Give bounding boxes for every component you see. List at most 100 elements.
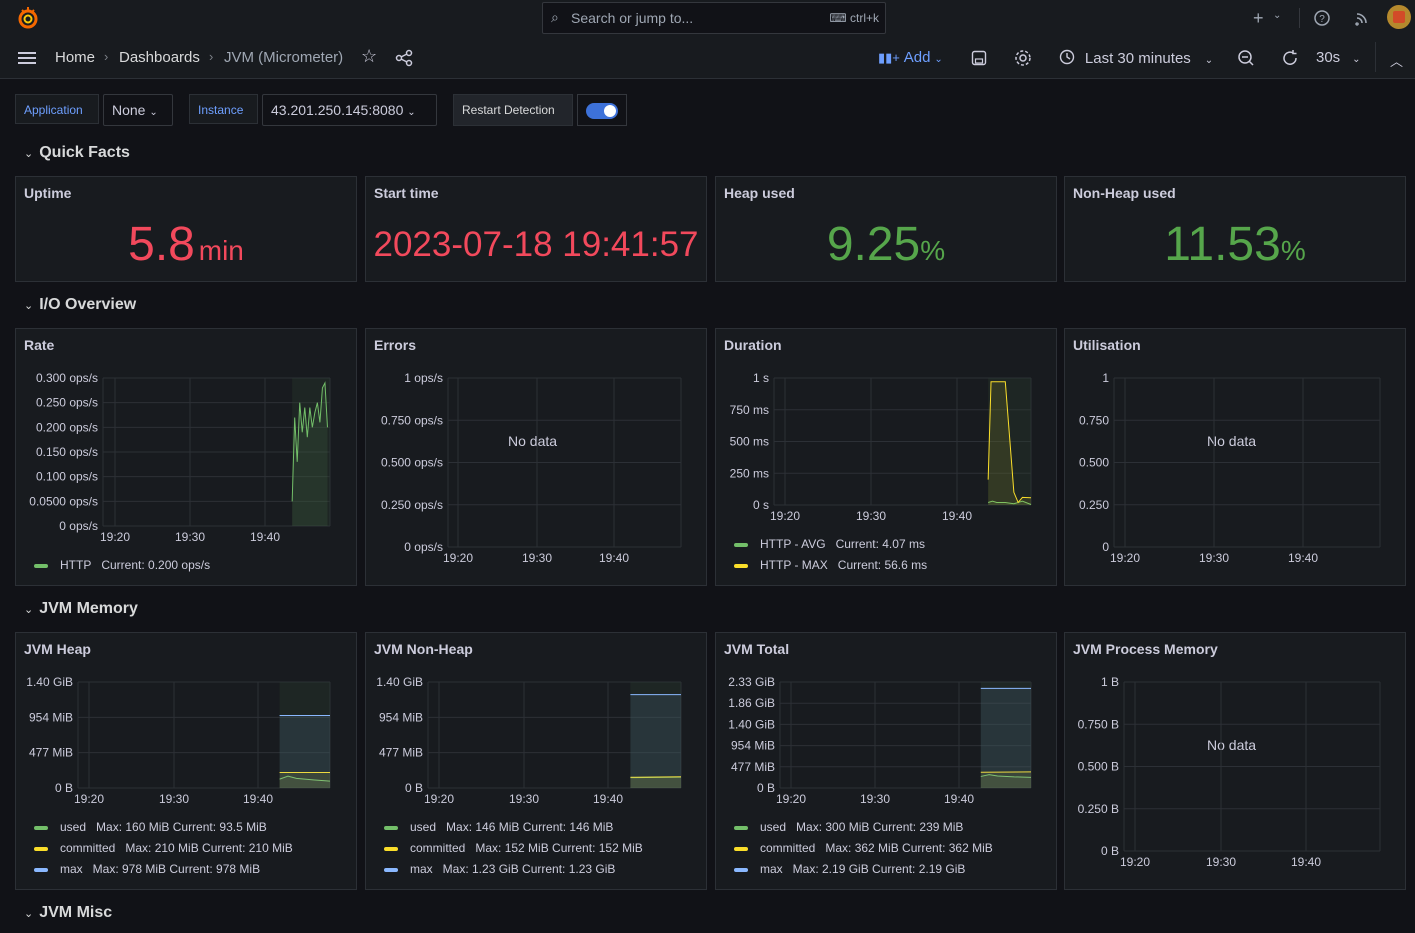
time-range-picker[interactable]: Last 30 minutes ⌄ (1059, 49, 1213, 67)
legend-values: Current: 4.07 ms (835, 537, 925, 551)
stat-value: 9.25% (716, 217, 1056, 272)
row-title-label: JVM Memory (39, 600, 138, 617)
share-icon[interactable] (395, 49, 413, 67)
panel-title: Heap used (724, 185, 795, 201)
star-icon[interactable]: ☆ (361, 46, 378, 66)
legend-swatch (384, 867, 398, 872)
legend-swatch (384, 846, 398, 851)
add-panel-icon: ▮▮+ (878, 50, 900, 65)
legend-swatch (34, 846, 48, 851)
panel-jvm-heap[interactable]: JVM Heap (15, 632, 357, 890)
row-quick-facts[interactable]: ⌄ Quick Facts (24, 144, 130, 162)
instance-select[interactable]: 43.201.250.145:8080 ⌄ (262, 94, 437, 126)
legend-item[interactable]: committed Max: 362 MiB Current: 362 MiB (734, 841, 993, 855)
collapse-chevron-up-icon[interactable]: ︿ (1390, 54, 1404, 69)
restart-detection-toggle[interactable] (586, 103, 618, 119)
panel-title: Utilisation (1073, 337, 1141, 353)
panel-title: JVM Heap (24, 641, 91, 657)
divider (1375, 42, 1376, 72)
chevron-down-icon: ⌄ (24, 604, 34, 616)
legend-item[interactable]: HTTP - MAX Current: 56.6 ms (734, 558, 927, 572)
legend-series-name: max (760, 862, 783, 876)
panel-heap-used[interactable]: Heap used 9.25% (715, 176, 1057, 282)
legend-series-name: used (760, 820, 787, 834)
legend-item[interactable]: max Max: 978 MiB Current: 978 MiB (34, 862, 260, 876)
instance-value: 43.201.250.145:8080 (271, 102, 404, 118)
legend-values: Max: 1.23 GiB Current: 1.23 GiB (442, 862, 616, 876)
panel-jvm-nonheap[interactable]: JVM Non-Heap (365, 632, 707, 890)
chevron-down-icon: ⌄ (1352, 54, 1361, 65)
legend-series-name: committed (760, 841, 816, 855)
chevron-down-icon: ⌄ (24, 908, 34, 920)
row-title-label: JVM Misc (39, 904, 113, 921)
panel-utilisation[interactable]: Utilisation (1064, 328, 1406, 586)
help-icon[interactable]: ? (1313, 9, 1331, 27)
legend-values: Current: 0.200 ops/s (101, 558, 211, 572)
legend-series-name: committed (410, 841, 466, 855)
breadcrumb-dashboards[interactable]: Dashboards (119, 49, 200, 66)
legend-series-name: HTTP (60, 558, 92, 572)
panel-title: Uptime (24, 185, 72, 201)
avatar[interactable] (1387, 5, 1411, 29)
legend-item[interactable]: committed Max: 210 MiB Current: 210 MiB (34, 841, 293, 855)
chevron-down-icon: ⌄ (934, 54, 943, 65)
row-io-overview[interactable]: ⌄ I/O Overview (24, 296, 136, 314)
legend-swatch (734, 846, 748, 851)
news-rss-icon[interactable] (1353, 9, 1371, 27)
restart-detection-toggle-container (577, 94, 627, 126)
top-bar: ⌕ Search or jump to... ⌨ ctrl+k + ⌄ ? (0, 0, 1415, 36)
svg-text:?: ? (1319, 14, 1325, 25)
no-data-label: No data (1207, 737, 1257, 753)
panel-jvm-process[interactable]: JVM Process Memory (1064, 632, 1406, 890)
chevron-down-icon: ⌄ (149, 107, 158, 118)
row-title-label: Quick Facts (39, 144, 130, 161)
legend-item[interactable]: max Max: 2.19 GiB Current: 2.19 GiB (734, 862, 965, 876)
panel-start-time[interactable]: Start time 2023-07-18 19:41:57 (365, 176, 707, 282)
stat-unit: % (1280, 235, 1306, 266)
grafana-logo-icon[interactable] (16, 6, 40, 30)
panel-jvm-total[interactable]: JVM Total (715, 632, 1057, 890)
panel-nonheap-used[interactable]: Non-Heap used 11.53% (1064, 176, 1406, 282)
refresh-interval-picker[interactable]: 30s ⌄ (1316, 49, 1360, 66)
legend-item[interactable]: committed Max: 152 MiB Current: 152 MiB (384, 841, 643, 855)
legend-values: Max: 146 MiB Current: 146 MiB (446, 820, 614, 834)
panel-uptime[interactable]: Uptime 5.8 min (15, 176, 357, 282)
row-jvm-misc[interactable]: ⌄ JVM Misc (24, 904, 112, 922)
save-icon[interactable] (971, 50, 987, 66)
stat-value: 2023-07-18 19:41:57 (373, 225, 699, 264)
add-label: Add (903, 49, 931, 66)
settings-gear-icon[interactable] (1014, 49, 1032, 67)
toggle-knob (604, 105, 616, 117)
menu-icon[interactable] (17, 50, 37, 66)
legend-item[interactable]: HTTP Current: 0.200 ops/s (34, 558, 210, 572)
keyboard-shortcut: ⌨ ctrl+k (829, 11, 879, 25)
legend-swatch (734, 563, 748, 568)
legend-swatch (734, 825, 748, 830)
legend-item[interactable]: used Max: 160 MiB Current: 93.5 MiB (34, 820, 267, 834)
panel-errors[interactable]: Errors (365, 328, 707, 586)
application-select[interactable]: None ⌄ (103, 94, 173, 126)
legend-item[interactable]: max Max: 1.23 GiB Current: 1.23 GiB (384, 862, 615, 876)
chevron-down-icon[interactable]: ⌄ (1273, 10, 1282, 21)
zoom-out-icon[interactable] (1237, 49, 1255, 67)
legend-swatch (34, 867, 48, 872)
panel-title: Duration (724, 337, 782, 353)
panel-rate[interactable]: Rate (15, 328, 357, 586)
breadcrumb-home[interactable]: Home (55, 49, 96, 66)
shortcut-label: ctrl+k (849, 11, 879, 25)
chevron-down-icon: ⌄ (24, 300, 34, 312)
refresh-icon[interactable] (1281, 49, 1299, 67)
no-data-label: No data (1207, 433, 1257, 449)
panel-title: Rate (24, 337, 55, 353)
add-button[interactable]: ▮▮+ Add ⌄ (878, 49, 943, 66)
legend-item[interactable]: used Max: 146 MiB Current: 146 MiB (384, 820, 613, 834)
clock-icon (1059, 49, 1075, 65)
new-plus-icon[interactable]: + (1253, 8, 1264, 28)
divider (1299, 8, 1300, 28)
search-input[interactable]: ⌕ Search or jump to... ⌨ ctrl+k (542, 2, 886, 34)
row-jvm-memory[interactable]: ⌄ JVM Memory (24, 600, 138, 618)
legend-series-name: used (60, 820, 87, 834)
variable-label-instance: Instance (189, 94, 258, 124)
legend-item[interactable]: HTTP - AVG Current: 4.07 ms (734, 537, 925, 551)
legend-item[interactable]: used Max: 300 MiB Current: 239 MiB (734, 820, 963, 834)
